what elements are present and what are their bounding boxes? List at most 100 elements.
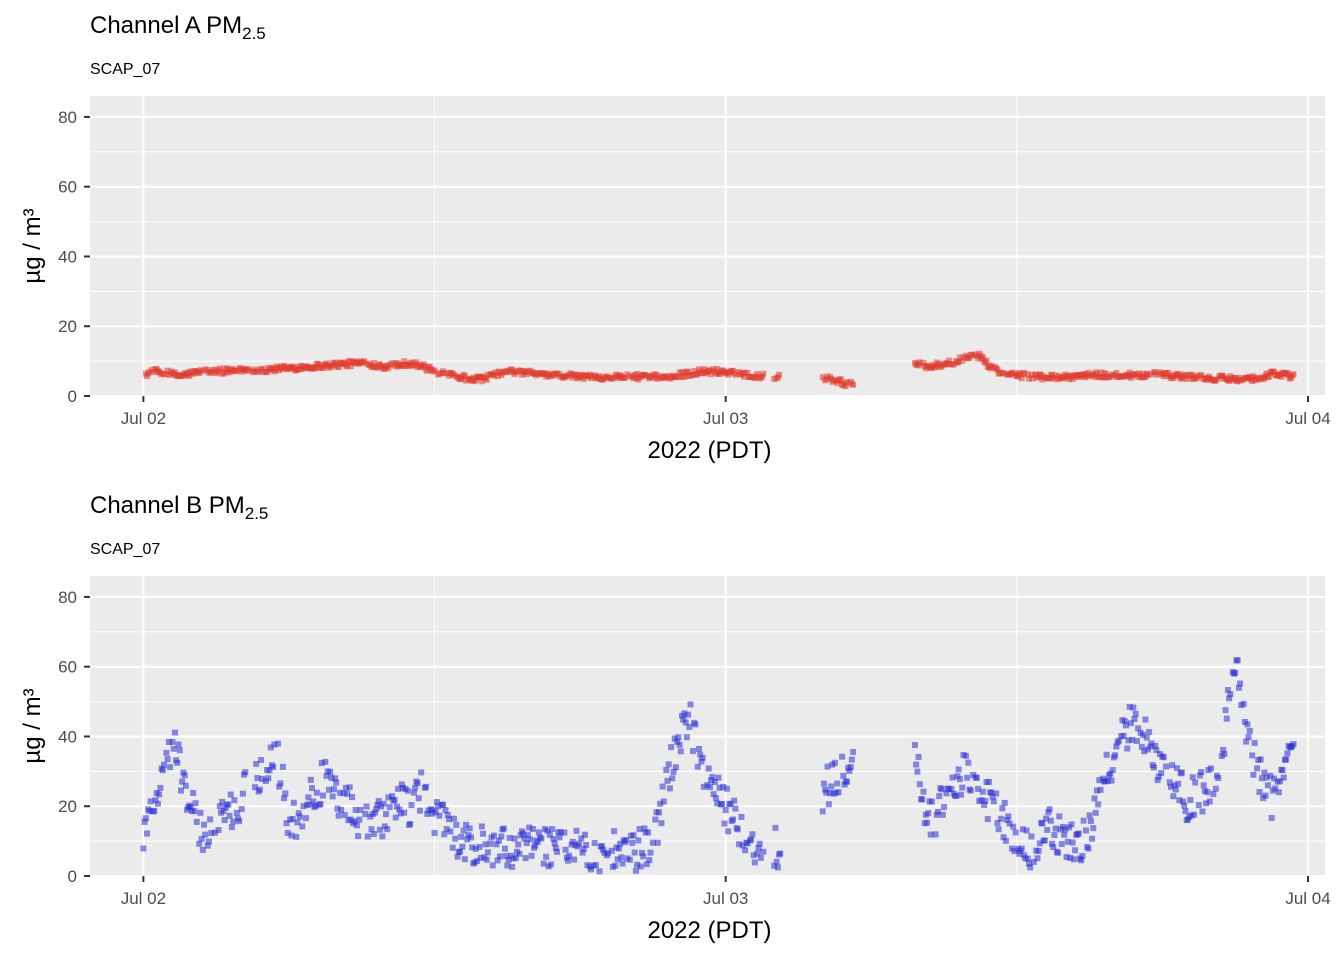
- data-point: [1215, 775, 1222, 782]
- data-point: [397, 810, 404, 817]
- data-point: [306, 801, 313, 808]
- data-point: [284, 829, 291, 836]
- data-point: [995, 826, 1002, 833]
- data-point: [955, 358, 962, 365]
- data-point: [973, 774, 980, 781]
- data-point: [750, 852, 757, 859]
- data-point: [197, 809, 204, 816]
- data-point: [436, 812, 443, 819]
- data-point: [716, 784, 723, 791]
- data-point: [990, 798, 997, 805]
- data-point: [469, 844, 476, 851]
- data-point: [608, 847, 615, 854]
- data-point: [578, 835, 585, 842]
- data-point: [312, 802, 319, 809]
- data-point: [1171, 782, 1178, 789]
- data-point: [985, 778, 992, 785]
- data-point: [641, 825, 648, 832]
- data-point: [1267, 772, 1274, 779]
- data-point: [1138, 743, 1145, 750]
- data-point: [1154, 777, 1161, 784]
- data-point: [463, 821, 470, 828]
- data-point: [938, 786, 945, 793]
- data-point: [511, 835, 518, 842]
- data-point: [256, 786, 263, 793]
- chart-title: Channel B PM2.5: [90, 492, 269, 523]
- data-point: [187, 804, 194, 811]
- data-point: [552, 845, 559, 852]
- data-point: [441, 370, 448, 377]
- data-point: [395, 785, 402, 792]
- data-point: [1089, 835, 1096, 842]
- data-point: [460, 827, 467, 834]
- data-point: [950, 361, 957, 368]
- y-tick-label: 80: [58, 108, 77, 127]
- data-point: [671, 735, 678, 742]
- data-point: [374, 801, 381, 808]
- data-point: [1046, 806, 1053, 813]
- data-point: [344, 790, 351, 797]
- data-point: [410, 789, 417, 796]
- data-point: [1083, 827, 1090, 834]
- series-points: [140, 657, 1297, 875]
- data-point: [1203, 800, 1210, 807]
- data-point: [543, 853, 550, 860]
- data-point: [731, 797, 738, 804]
- data-point: [561, 829, 568, 836]
- data-point: [666, 785, 673, 792]
- data-point: [1153, 371, 1160, 378]
- data-point: [504, 862, 511, 869]
- data-point: [1058, 840, 1065, 847]
- data-point: [1085, 845, 1092, 852]
- data-point: [497, 853, 504, 860]
- data-point: [710, 791, 717, 798]
- data-point: [850, 748, 857, 755]
- data-point: [424, 810, 431, 817]
- chart-panel-channel-a: Channel A PM2.5 SCAP_07 0 20 40 60 80 Jul 02 J…: [19, 12, 1331, 464]
- data-point: [617, 840, 624, 847]
- data-point: [711, 778, 718, 785]
- x-tick-label: Jul 04: [1285, 889, 1330, 908]
- data-point: [645, 829, 652, 836]
- data-point: [141, 818, 148, 825]
- data-point: [1250, 771, 1257, 778]
- data-point: [221, 817, 228, 824]
- data-point: [1019, 826, 1026, 833]
- y-tick-label: 60: [58, 178, 77, 197]
- data-point: [571, 856, 578, 863]
- data-point: [225, 801, 232, 808]
- data-point: [404, 787, 411, 794]
- data-point: [1021, 369, 1028, 376]
- data-point: [327, 768, 334, 775]
- data-point: [694, 763, 701, 770]
- data-point: [258, 756, 265, 763]
- data-point: [334, 805, 341, 812]
- data-point: [949, 774, 956, 781]
- data-point: [1189, 774, 1196, 781]
- data-point: [527, 836, 534, 843]
- data-point: [1095, 801, 1102, 808]
- data-point: [1126, 369, 1133, 376]
- data-point: [1120, 732, 1127, 739]
- data-point: [1243, 738, 1250, 745]
- data-point: [1170, 793, 1177, 800]
- data-point: [993, 790, 1000, 797]
- data-point: [665, 761, 672, 768]
- y-tick-label: 60: [58, 658, 77, 677]
- data-point: [1210, 790, 1217, 797]
- data-point: [1284, 750, 1291, 757]
- data-point: [911, 742, 918, 749]
- data-point: [755, 845, 762, 852]
- data-point: [357, 806, 364, 813]
- data-point: [447, 828, 454, 835]
- data-point: [267, 744, 274, 751]
- data-point: [338, 807, 345, 814]
- data-point: [220, 807, 227, 814]
- data-point: [384, 826, 391, 833]
- data-point: [842, 383, 849, 390]
- data-point: [605, 850, 612, 857]
- data-point: [505, 856, 512, 863]
- data-point: [760, 848, 767, 855]
- data-point: [408, 802, 415, 809]
- data-point: [349, 794, 356, 801]
